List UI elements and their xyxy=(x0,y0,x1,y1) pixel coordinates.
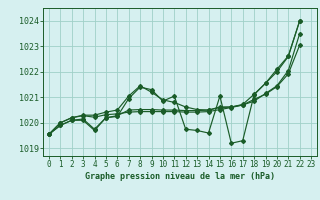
X-axis label: Graphe pression niveau de la mer (hPa): Graphe pression niveau de la mer (hPa) xyxy=(85,172,275,181)
